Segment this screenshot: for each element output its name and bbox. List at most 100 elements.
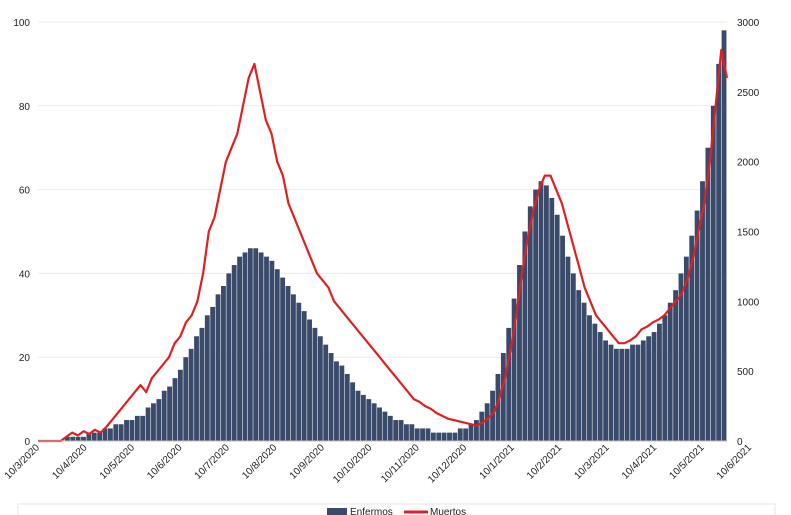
- bar: [334, 361, 339, 441]
- bar: [657, 323, 662, 441]
- bar: [264, 256, 269, 441]
- bar: [608, 344, 614, 441]
- y-right-tick-label: 3000: [737, 18, 760, 29]
- bar: [113, 424, 119, 441]
- bar: [565, 256, 571, 441]
- bar: [393, 420, 399, 441]
- bar: [430, 432, 436, 441]
- bar: [360, 394, 366, 441]
- bar: [161, 390, 167, 441]
- bar: [484, 403, 490, 441]
- bar: [177, 369, 183, 441]
- bar: [517, 265, 522, 441]
- bar: [468, 424, 474, 441]
- bar: [118, 424, 124, 441]
- bar: [409, 424, 415, 441]
- bar: [597, 332, 603, 441]
- bar: [237, 256, 243, 441]
- bar: [366, 399, 372, 441]
- bar: [307, 319, 312, 441]
- enfermos-bars: [64, 30, 727, 442]
- bar: [231, 265, 237, 441]
- bar: [107, 428, 113, 441]
- bar: [124, 420, 129, 441]
- bar: [151, 403, 156, 441]
- bar: [86, 432, 92, 441]
- bar: [167, 386, 173, 441]
- bar: [317, 336, 323, 441]
- y-right-tick-label: 1000: [737, 297, 760, 308]
- bar: [377, 407, 382, 441]
- bar: [506, 327, 512, 441]
- bar: [651, 332, 657, 441]
- y-left-tick-label: 40: [19, 269, 31, 280]
- y-left-tick-label: 60: [19, 186, 31, 197]
- right-y-axis: 0 500 1000 1500 2000 2500 3000: [737, 18, 760, 448]
- bar: [420, 428, 426, 441]
- bar: [538, 181, 544, 441]
- bar: [500, 353, 506, 441]
- bar: [592, 323, 598, 441]
- bar: [613, 348, 619, 441]
- bar: [274, 269, 280, 441]
- bar: [700, 181, 705, 441]
- bar: [140, 415, 146, 441]
- bar: [630, 344, 635, 441]
- bar: [290, 294, 296, 441]
- bar: [479, 411, 485, 441]
- bar: [323, 344, 329, 441]
- bar: [678, 273, 684, 441]
- bar: [543, 185, 549, 441]
- legend-frame: [17, 503, 776, 515]
- muertos-line-group: [38, 48, 729, 443]
- bar: [581, 302, 587, 441]
- y-left-tick-label: 100: [13, 18, 30, 29]
- bar: [425, 428, 431, 441]
- bar: [242, 252, 248, 441]
- bar: [172, 378, 178, 441]
- bar: [371, 403, 377, 441]
- bar: [414, 428, 420, 441]
- bar: [560, 235, 565, 441]
- bar: [226, 273, 232, 441]
- bar: [457, 428, 463, 441]
- bar: [576, 290, 582, 441]
- bar: [662, 315, 668, 441]
- bar: [716, 63, 722, 442]
- y-left-tick-label: 80: [19, 102, 31, 113]
- bar: [204, 315, 210, 441]
- y-right-tick-label: 500: [737, 367, 754, 378]
- bar: [522, 231, 528, 441]
- bar: [75, 436, 81, 441]
- bar: [210, 306, 216, 441]
- bar: [640, 340, 646, 441]
- bar: [188, 348, 194, 441]
- bar: [549, 197, 555, 441]
- bar: [721, 30, 727, 441]
- bar: [554, 214, 560, 441]
- bar: [280, 277, 286, 441]
- bar: [296, 302, 302, 441]
- bar: [619, 348, 625, 441]
- bar: [97, 432, 103, 441]
- bar: [511, 298, 517, 441]
- bar: [683, 256, 689, 441]
- bar: [81, 436, 86, 441]
- bar: [70, 436, 76, 441]
- bar: [269, 260, 275, 441]
- bar: [194, 336, 199, 441]
- bar: [398, 420, 404, 441]
- bar: [495, 373, 501, 441]
- bar: [355, 390, 361, 441]
- bar: [350, 382, 356, 441]
- bar: [570, 273, 576, 441]
- bar: [215, 294, 221, 441]
- bar: [527, 206, 533, 441]
- bar: [452, 432, 458, 441]
- y-right-tick-label: 1500: [737, 228, 760, 239]
- legend-swatch-enfermos: [327, 508, 347, 515]
- bar: [328, 353, 334, 441]
- bar: [689, 235, 695, 441]
- bar: [463, 428, 469, 441]
